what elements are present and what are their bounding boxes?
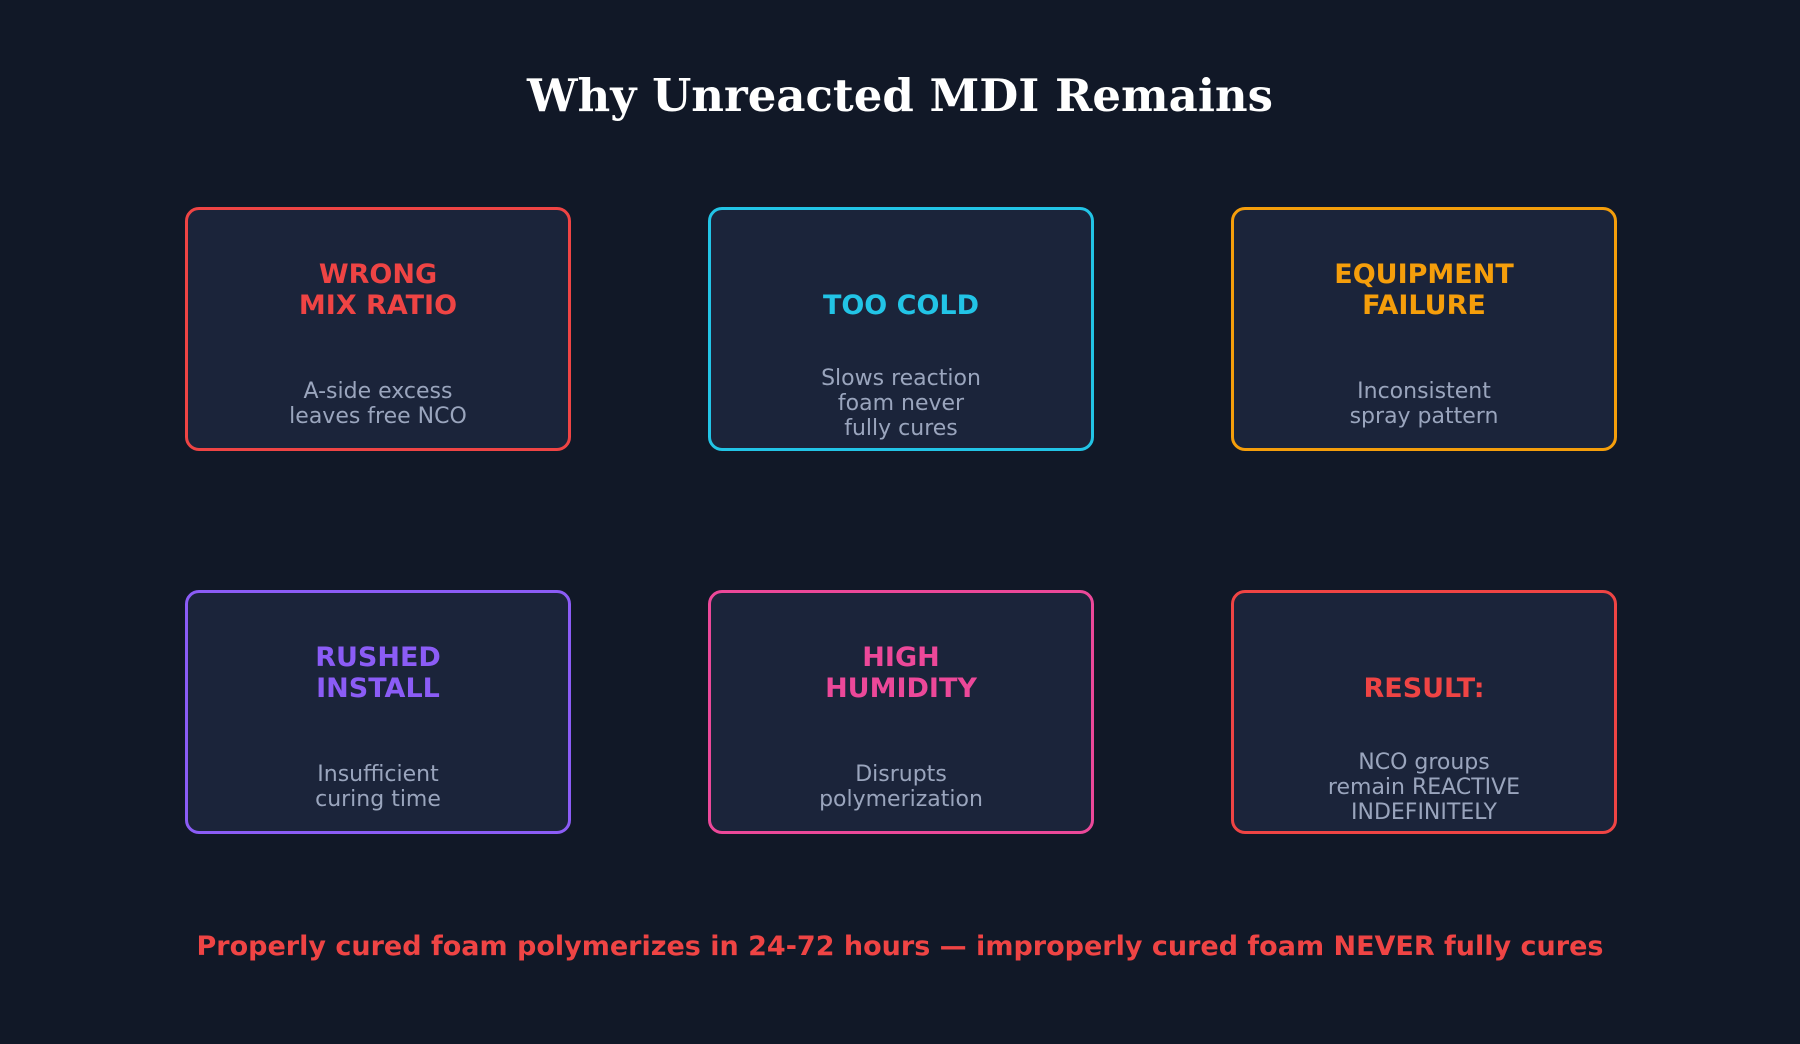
card-description: NCO groups remain REACTIVE INDEFINITELY	[1327, 750, 1521, 825]
card-description: Disrupts polymerization	[819, 762, 983, 812]
card-heading: HIGH HUMIDITY	[825, 642, 977, 704]
card-heading: RESULT:	[1363, 673, 1485, 704]
footer-note: Properly cured foam polymerizes in 24-72…	[196, 931, 1604, 962]
cause-card-mix-ratio: WRONG MIX RATIO A-side excess leaves fre…	[185, 207, 571, 451]
card-heading: WRONG MIX RATIO	[298, 259, 458, 321]
diagram-title: Why Unreacted MDI Remains	[527, 69, 1273, 122]
result-card: RESULT: NCO groups remain REACTIVE INDEF…	[1231, 590, 1617, 834]
card-heading: RUSHED INSTALL	[315, 642, 441, 704]
cause-card-rushed-install: RUSHED INSTALL Insufficient curing time	[185, 590, 571, 834]
card-description: Insufficient curing time	[315, 762, 441, 812]
card-description: Inconsistent spray pattern	[1349, 379, 1499, 429]
cause-card-too-cold: TOO COLD Slows reaction foam never fully…	[708, 207, 1094, 451]
card-description: A-side excess leaves free NCO	[289, 379, 467, 429]
card-heading: EQUIPMENT FAILURE	[1334, 259, 1514, 321]
card-description: Slows reaction foam never fully cures	[821, 366, 981, 441]
cause-card-equipment-failure: EQUIPMENT FAILURE Inconsistent spray pat…	[1231, 207, 1617, 451]
cause-card-high-humidity: HIGH HUMIDITY Disrupts polymerization	[708, 590, 1094, 834]
card-heading: TOO COLD	[822, 290, 980, 321]
